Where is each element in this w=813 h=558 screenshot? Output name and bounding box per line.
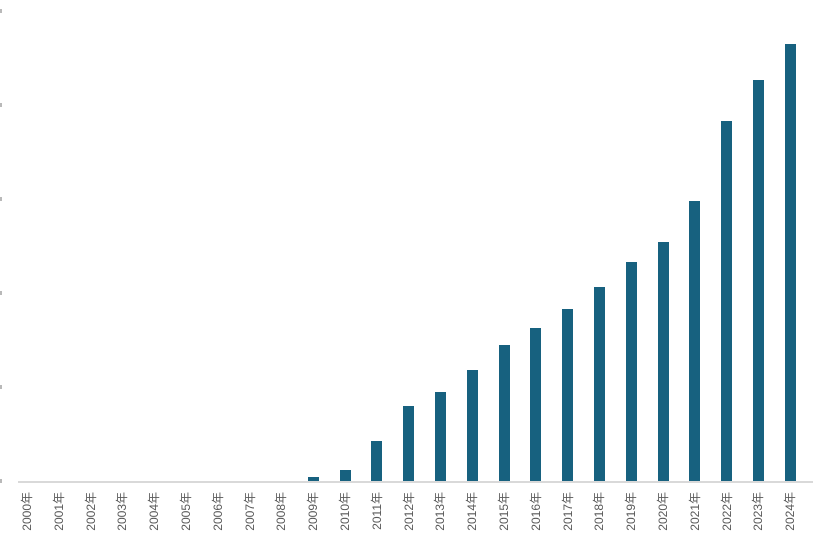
bar-2014: [466, 370, 478, 481]
x-axis-label: 2014年: [465, 492, 480, 531]
bar-2024: [784, 44, 796, 481]
bar-2022: [721, 121, 733, 481]
x-axis-label: 2020年: [656, 492, 670, 531]
x-axis-label: 2002年: [83, 492, 98, 531]
x-axis-label: 2000年: [20, 492, 34, 531]
x-axis-label: 2021年: [687, 492, 702, 531]
x-axis-label: 2009年: [306, 492, 321, 531]
y-axis-tick: [0, 385, 2, 389]
x-axis-label: 2019年: [624, 492, 639, 531]
x-axis-label: 2007年: [242, 492, 257, 531]
bar-2015: [498, 345, 510, 481]
x-axis-label: 2005年: [179, 492, 193, 531]
x-axis-label: 2012年: [401, 492, 416, 531]
bar-2011: [371, 441, 383, 481]
bar-2021: [689, 201, 701, 481]
x-axis-label: 2018年: [592, 492, 607, 531]
x-axis-label: 2008年: [274, 492, 289, 531]
bar-2013: [434, 392, 446, 481]
bar-2018: [593, 287, 605, 481]
x-axis-label: 2003年: [115, 492, 130, 531]
bar-2023: [752, 80, 764, 481]
x-axis-label: 2015年: [497, 492, 511, 531]
bar-2019: [625, 262, 637, 481]
x-axis-label: 2001年: [51, 492, 66, 531]
y-axis-tick: [0, 9, 2, 13]
x-axis-label: 2017年: [560, 492, 575, 531]
x-axis-label: 2016年: [528, 492, 543, 531]
x-axis-label: 2004年: [147, 492, 162, 531]
x-axis-label: 2023年: [751, 492, 766, 531]
bar-2010: [339, 470, 351, 481]
x-axis-line: [18, 481, 813, 483]
x-axis-label: 2024年: [783, 492, 798, 531]
bar-2016: [530, 328, 542, 481]
bar-2009: [307, 477, 319, 481]
y-axis-tick: [0, 291, 2, 295]
x-axis-label: 2010年: [338, 492, 352, 531]
y-axis-tick: [0, 479, 2, 483]
x-axis-label: 2013年: [433, 492, 448, 531]
y-axis-tick: [0, 197, 2, 201]
x-axis-label: 2011年: [369, 492, 384, 530]
bar-2012: [403, 406, 415, 481]
bar-2017: [562, 309, 574, 481]
x-axis-label: 2006年: [210, 492, 225, 531]
bar-2020: [657, 242, 669, 481]
x-axis-label: 2022年: [719, 492, 734, 531]
y-axis-tick: [0, 103, 2, 107]
